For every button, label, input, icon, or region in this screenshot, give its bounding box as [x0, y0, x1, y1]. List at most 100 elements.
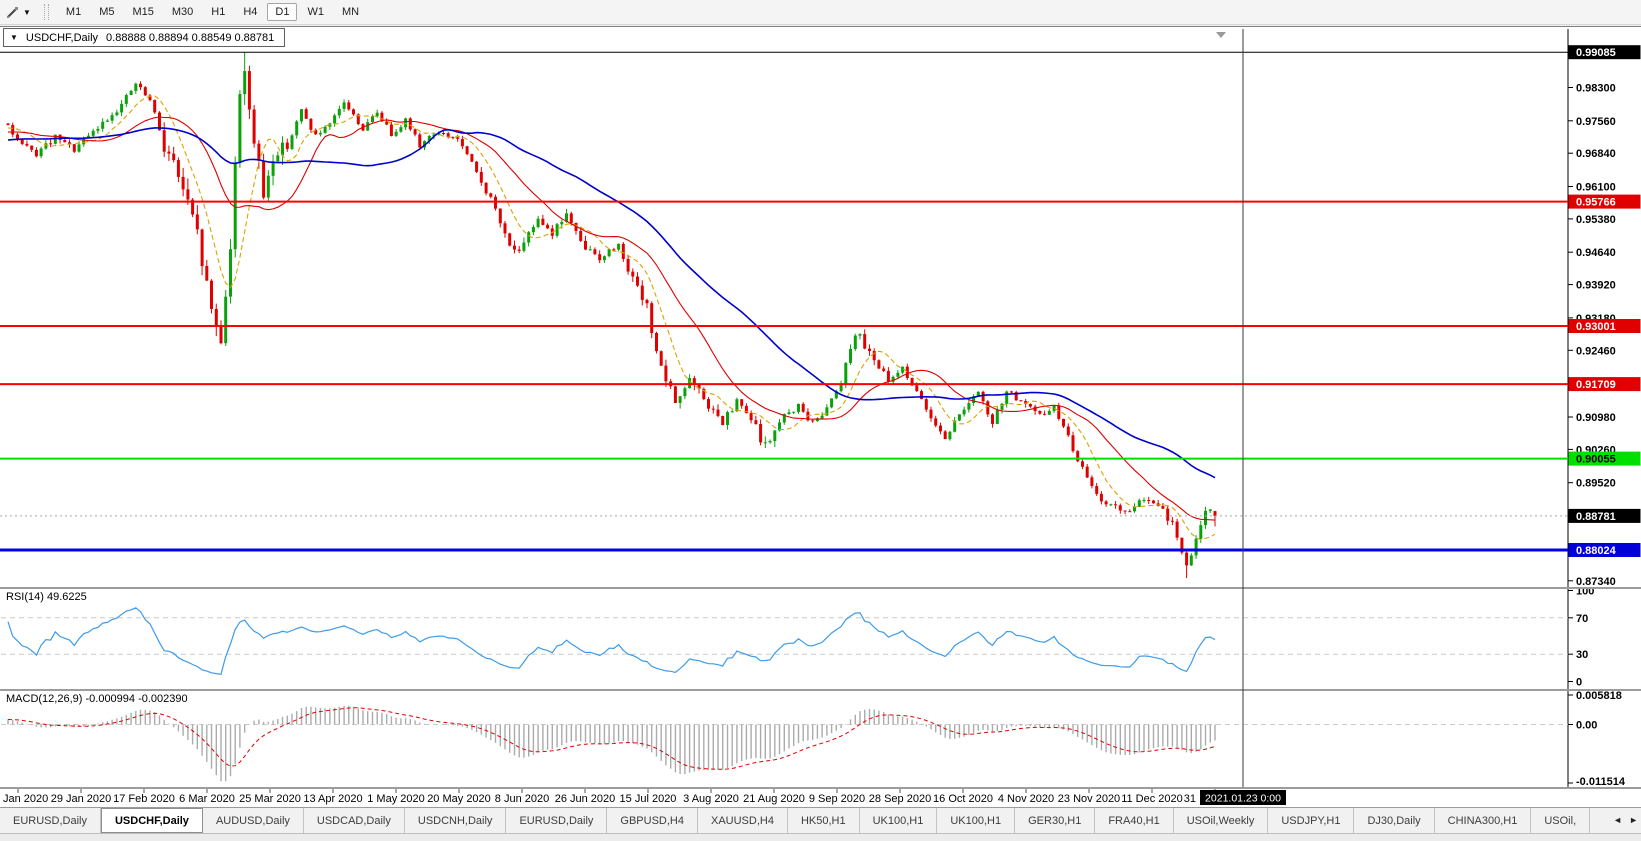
svg-text:11 Dec 2020: 11 Dec 2020 — [1121, 793, 1183, 805]
chart-tab-china300-h1[interactable]: CHINA300,H1 — [1434, 808, 1532, 833]
svg-text:28 Sep 2020: 28 Sep 2020 — [869, 793, 931, 805]
rsi-value: 49.6225 — [46, 591, 87, 603]
svg-text:9 Sep 2020: 9 Sep 2020 — [809, 793, 865, 805]
chart-tab-eurusd-daily[interactable]: EURUSD,Daily — [506, 808, 608, 833]
panel-divider[interactable] — [0, 689, 1641, 691]
chart-tab-hk50-h1[interactable]: HK50,H1 — [787, 808, 860, 833]
chart-shift-marker-icon[interactable] — [1216, 32, 1226, 38]
price-badge-0.88781: 0.88781 — [1568, 508, 1641, 523]
chart-tab-uk100-h1[interactable]: UK100,H1 — [859, 808, 938, 833]
chart-tab-usdcnh-daily[interactable]: USDCNH,Daily — [404, 808, 507, 833]
chart-menu-arrow-icon[interactable]: ▼ — [10, 33, 18, 42]
timeframe-button-group: M1 M5 M15 M30 H1 H4 D1 W1 MN — [57, 3, 368, 21]
timeframe-button-m30[interactable]: M30 — [171, 6, 194, 18]
price-chart-canvas[interactable]: 0.98300 0.97560 0.96840 0.96100 0.95380 0.946… — [0, 27, 1641, 807]
rsi-line — [7, 607, 1216, 675]
top-toolbar: ▼ M1 M5 M15 M30 H1 H4 D1 W1 MN — [0, 0, 1641, 25]
tab-bar-scrollbar[interactable] — [0, 833, 1641, 841]
panel-divider[interactable] — [0, 787, 1641, 789]
timeframe-button-h1[interactable]: H1 — [211, 6, 226, 18]
svg-text:6 Mar 2020: 6 Mar 2020 — [179, 793, 235, 805]
chart-tab-eurusd-daily[interactable]: EURUSD,Daily — [0, 808, 101, 833]
svg-text:0.94640: 0.94640 — [1576, 247, 1616, 259]
svg-text:0.88781: 0.88781 — [1576, 511, 1616, 523]
macd-name: MACD(12,26,9) — [6, 693, 83, 705]
svg-text:13 Apr 2020: 13 Apr 2020 — [303, 793, 362, 805]
panel-divider[interactable] — [0, 587, 1641, 589]
ma-fast-dashed — [7, 95, 1216, 541]
chart-tab-usdcad-daily[interactable]: USDCAD,Daily — [303, 808, 405, 833]
tab-scroll-buttons: ◄ ► — [1613, 808, 1638, 832]
macd-signal-line — [7, 707, 1216, 770]
price-axis-ticks: 0.98300 0.97560 0.96840 0.96100 0.95380 0.946… — [1568, 83, 1616, 588]
svg-text:29 Jan 2020: 29 Jan 2020 — [51, 793, 112, 805]
svg-text:30: 30 — [1576, 649, 1588, 661]
chart-ohlc-quote: 0.88888 0.88894 0.88549 0.88781 — [106, 31, 275, 44]
tab-scroll-left-icon[interactable]: ◄ — [1613, 815, 1623, 825]
timeframe-button-m15[interactable]: M15 — [132, 6, 154, 18]
chart-tab-fra40-h1[interactable]: FRA40,H1 — [1095, 808, 1174, 833]
timeframe-button-w1[interactable]: W1 — [307, 6, 324, 18]
timeframe-button-h4[interactable]: H4 — [243, 6, 258, 18]
svg-text:0.90055: 0.90055 — [1576, 454, 1616, 466]
price-badge-0.88024: 0.88024 — [1568, 543, 1641, 557]
ma-slow — [7, 127, 1216, 479]
chart-tab-usoil-weekly[interactable]: USOil,Weekly — [1173, 808, 1269, 833]
chart-symbol-title: USDCHF,Daily — [25, 31, 99, 44]
svg-text:0.93001: 0.93001 — [1576, 321, 1616, 333]
svg-text:0.99085: 0.99085 — [1576, 47, 1616, 59]
chart-tab-usdchf-daily[interactable]: USDCHF,Daily — [100, 808, 203, 833]
svg-text:-0.011514: -0.011514 — [1576, 776, 1626, 788]
macd-histogram — [7, 705, 1216, 782]
price-badge-0.90055: 0.90055 — [1568, 451, 1641, 466]
price-badge-0.91709: 0.91709 — [1568, 377, 1641, 392]
svg-text:23 Nov 2020: 23 Nov 2020 — [1058, 793, 1120, 805]
timeframe-button-m1[interactable]: M1 — [65, 6, 82, 18]
svg-text:8 Jun 2020: 8 Jun 2020 — [495, 793, 549, 805]
svg-text:15 Jul 2020: 15 Jul 2020 — [620, 793, 677, 805]
chart-tab-usdjpy-h1[interactable]: USDJPY,H1 — [1268, 808, 1355, 833]
svg-text:0.91709: 0.91709 — [1576, 379, 1616, 391]
svg-text:21 Aug 2020: 21 Aug 2020 — [743, 793, 805, 805]
macd-values: -0.000994 -0.002390 — [85, 693, 188, 705]
svg-text:3 Aug 2020: 3 Aug 2020 — [683, 793, 739, 805]
draw-tools-icon[interactable] — [5, 5, 20, 20]
ma-mid — [7, 116, 1216, 521]
chevron-down-icon[interactable]: ▼ — [23, 7, 31, 17]
chart-title-bar: ▼ USDCHF,Daily 0.88888 0.88894 0.88549 0… — [3, 28, 286, 47]
price-badge-0.95766: 0.95766 — [1568, 194, 1641, 209]
svg-text:0.90980: 0.90980 — [1576, 412, 1616, 424]
chart-tab-xauusd-h4[interactable]: XAUUSD,H4 — [697, 808, 788, 833]
svg-text:20 May 2020: 20 May 2020 — [427, 793, 491, 805]
cursor-date-badge: 2021.01.23 0:00 — [1200, 790, 1286, 805]
chart-tab-ger30-h1[interactable]: GER30,H1 — [1015, 808, 1096, 833]
svg-text:0.00: 0.00 — [1576, 720, 1597, 732]
chart-tab-audusd-daily[interactable]: AUDUSD,Daily — [202, 808, 304, 833]
svg-text:0.88024: 0.88024 — [1576, 545, 1617, 557]
svg-text:0.95380: 0.95380 — [1576, 214, 1616, 226]
svg-text:0.95766: 0.95766 — [1576, 197, 1616, 209]
chart-tab-usoil[interactable]: USOil, — [1531, 808, 1591, 833]
svg-text:0.98300: 0.98300 — [1576, 83, 1616, 95]
chart-tab-uk100-h1[interactable]: UK100,H1 — [937, 808, 1016, 833]
tab-scroll-right-icon[interactable]: ► — [1629, 815, 1638, 825]
toolbar-grip[interactable] — [43, 4, 49, 20]
svg-text:2021.01.23 0:00: 2021.01.23 0:00 — [1205, 793, 1281, 805]
rsi-indicator-label: RSI(14) 49.6225 — [6, 591, 87, 603]
svg-text:0.87340: 0.87340 — [1576, 576, 1616, 588]
svg-text:17 Feb 2020: 17 Feb 2020 — [113, 793, 175, 805]
chart-tab-dj30-daily[interactable]: DJ30,Daily — [1354, 808, 1435, 833]
svg-text:0.92460: 0.92460 — [1576, 345, 1616, 357]
svg-text:0: 0 — [1576, 677, 1582, 689]
price-badge-0.99085: 0.99085 — [1568, 45, 1641, 60]
timeframe-button-m5[interactable]: M5 — [99, 6, 115, 18]
chart-tab-gbpusd-h4[interactable]: GBPUSD,H4 — [607, 808, 698, 833]
timeframe-button-d1[interactable]: D1 — [267, 3, 298, 21]
timeframe-button-mn[interactable]: MN — [341, 6, 360, 18]
rsi-name: RSI(14) — [6, 591, 44, 603]
svg-text:0.97560: 0.97560 — [1576, 116, 1616, 128]
chart-window: 0.98300 0.97560 0.96840 0.96100 0.95380 0.946… — [0, 26, 1641, 841]
svg-text:25 Mar 2020: 25 Mar 2020 — [239, 793, 301, 805]
macd-axis-labels: 0.005818 0.00 -0.011514 — [1568, 690, 1626, 788]
